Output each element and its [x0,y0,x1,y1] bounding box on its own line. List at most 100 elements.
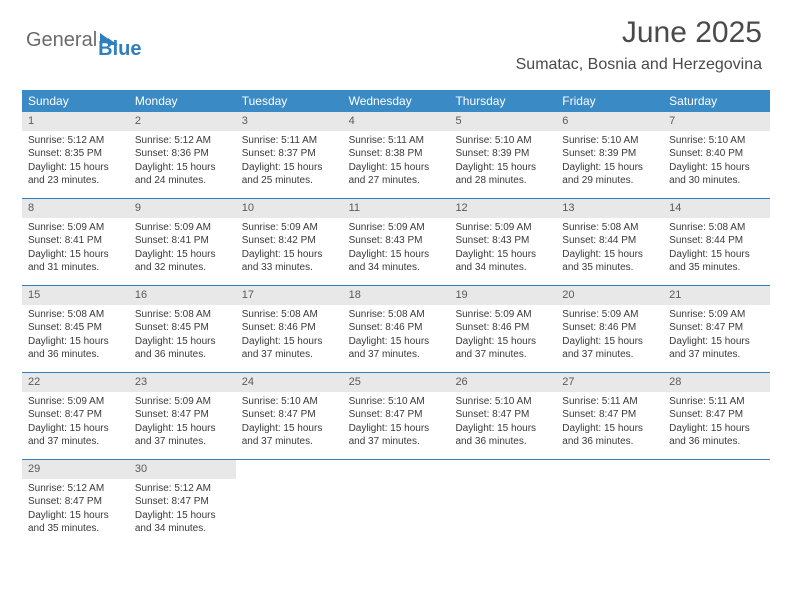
calendar-day-cell: 21 Sunrise: 5:09 AMSunset: 8:47 PMDayligh… [663,286,770,372]
day-number: 14 [663,199,770,218]
weekday-header: Friday [556,90,663,112]
sunset-line: Sunset: 8:47 PM [562,408,657,422]
day-body: Sunrise: 5:12 AMSunset: 8:47 PMDaylight:… [22,482,129,536]
location-label: Sumatac, Bosnia and Herzegovina [516,56,762,74]
calendar-day-cell: 7Sunrise: 5:10 AMSunset: 8:40 PMDaylight… [663,112,770,198]
day-body: Sunrise: 5:10 AMSunset: 8:47 PMDaylight:… [236,395,343,449]
sunrise-line: Sunrise: 5:10 AM [455,395,550,409]
day-number: 7 [663,112,770,131]
daylight-line: Daylight: 15 hours and 33 minutes. [242,248,337,275]
day-body: Sunrise: 5:12 AMSunset: 8:35 PMDaylight:… [22,134,129,188]
day-number: 12 [449,199,556,218]
sunrise-line: Sunrise: 5:11 AM [349,134,444,148]
sunset-line: Sunset: 8:38 PM [349,147,444,161]
daylight-line: Daylight: 15 hours and 37 minutes. [669,335,764,362]
sunset-line: Sunset: 8:45 PM [135,321,230,335]
calendar-week-row: 15Sunrise: 5:08 AMSunset: 8:45 PMDayligh… [22,286,770,373]
day-body: Sunrise: 5:11 AMSunset: 8:47 PMDaylight:… [663,395,770,449]
day-body: Sunrise: 5:09 AMSunset: 8:47 PMDaylight:… [663,308,770,362]
daylight-line: Daylight: 15 hours and 37 minutes. [28,422,123,449]
sunrise-line: Sunrise: 5:09 AM [669,308,764,322]
calendar-week-row: 1Sunrise: 5:12 AMSunset: 8:35 PMDaylight… [22,112,770,199]
sunrise-line: Sunrise: 5:11 AM [562,395,657,409]
sunset-line: Sunset: 8:36 PM [135,147,230,161]
day-body: Sunrise: 5:09 AMSunset: 8:43 PMDaylight:… [449,221,556,275]
calendar-day-cell: 26 Sunrise: 5:10 AMSunset: 8:47 PMDayligh… [449,373,556,459]
daylight-line: Daylight: 15 hours and 23 minutes. [28,161,123,188]
calendar-day-cell [236,460,343,546]
calendar-day-cell [663,460,770,546]
sunrise-line: Sunrise: 5:08 AM [242,308,337,322]
day-number: 26 [449,373,556,392]
daylight-line: Daylight: 15 hours and 31 minutes. [28,248,123,275]
day-body: Sunrise: 5:09 AMSunset: 8:41 PMDaylight:… [129,221,236,275]
logo-text-2: Blue [98,38,141,61]
day-body: Sunrise: 5:08 AMSunset: 8:44 PMDaylight:… [556,221,663,275]
day-body: Sunrise: 5:09 AMSunset: 8:42 PMDaylight:… [236,221,343,275]
sunrise-line: Sunrise: 5:10 AM [669,134,764,148]
sunset-line: Sunset: 8:41 PM [135,234,230,248]
sunset-line: Sunset: 8:47 PM [28,408,123,422]
calendar-day-cell: 16Sunrise: 5:08 AMSunset: 8:45 PMDayligh… [129,286,236,372]
day-body: Sunrise: 5:12 AMSunset: 8:47 PMDaylight:… [129,482,236,536]
day-number: 3 [236,112,343,131]
sunset-line: Sunset: 8:46 PM [562,321,657,335]
calendar-day-cell: 17Sunrise: 5:08 AMSunset: 8:46 PMDayligh… [236,286,343,372]
sunrise-line: Sunrise: 5:11 AM [669,395,764,409]
day-body: Sunrise: 5:09 AMSunset: 8:47 PMDaylight:… [129,395,236,449]
calendar-day-cell: 18Sunrise: 5:08 AMSunset: 8:46 PMDayligh… [343,286,450,372]
logo-text-1: General [26,29,97,52]
daylight-line: Daylight: 15 hours and 37 minutes. [562,335,657,362]
sunset-line: Sunset: 8:47 PM [135,408,230,422]
day-body: Sunrise: 5:11 AMSunset: 8:37 PMDaylight:… [236,134,343,188]
day-body: Sunrise: 5:08 AMSunset: 8:46 PMDaylight:… [236,308,343,362]
daylight-line: Daylight: 15 hours and 30 minutes. [669,161,764,188]
sunrise-line: Sunrise: 5:08 AM [135,308,230,322]
day-number: 18 [343,286,450,305]
day-number: 5 [449,112,556,131]
sunset-line: Sunset: 8:47 PM [28,495,123,509]
daylight-line: Daylight: 15 hours and 36 minutes. [562,422,657,449]
sunrise-line: Sunrise: 5:08 AM [28,308,123,322]
calendar-day-cell: 24Sunrise: 5:10 AMSunset: 8:47 PMDayligh… [236,373,343,459]
daylight-line: Daylight: 15 hours and 35 minutes. [669,248,764,275]
sunset-line: Sunset: 8:47 PM [135,495,230,509]
calendar-day-cell: 27Sunrise: 5:11 AMSunset: 8:47 PMDayligh… [556,373,663,459]
day-body: Sunrise: 5:08 AMSunset: 8:45 PMDaylight:… [22,308,129,362]
sunrise-line: Sunrise: 5:09 AM [242,221,337,235]
sunset-line: Sunset: 8:47 PM [669,408,764,422]
sunset-line: Sunset: 8:43 PM [349,234,444,248]
daylight-line: Daylight: 15 hours and 27 minutes. [349,161,444,188]
sunset-line: Sunset: 8:39 PM [455,147,550,161]
day-number: 13 [556,199,663,218]
daylight-line: Daylight: 15 hours and 35 minutes. [562,248,657,275]
day-body: Sunrise: 5:10 AMSunset: 8:39 PMDaylight:… [556,134,663,188]
day-body: Sunrise: 5:09 AMSunset: 8:47 PMDaylight:… [22,395,129,449]
day-number: 25 [343,373,450,392]
day-body: Sunrise: 5:08 AMSunset: 8:44 PMDaylight:… [663,221,770,275]
sunrise-line: Sunrise: 5:09 AM [28,395,123,409]
calendar-week-row: 8Sunrise: 5:09 AMSunset: 8:41 PMDaylight… [22,199,770,286]
sunrise-line: Sunrise: 5:09 AM [28,221,123,235]
day-body: Sunrise: 5:09 AMSunset: 8:41 PMDaylight:… [22,221,129,275]
calendar-day-cell: 25Sunrise: 5:10 AMSunset: 8:47 PMDayligh… [343,373,450,459]
sunset-line: Sunset: 8:39 PM [562,147,657,161]
sunrise-line: Sunrise: 5:09 AM [135,221,230,235]
sunset-line: Sunset: 8:42 PM [242,234,337,248]
calendar-day-cell: 6Sunrise: 5:10 AMSunset: 8:39 PMDaylight… [556,112,663,198]
daylight-line: Daylight: 15 hours and 28 minutes. [455,161,550,188]
day-number: 10 [236,199,343,218]
sunrise-line: Sunrise: 5:10 AM [242,395,337,409]
day-number: 4 [343,112,450,131]
day-number: 28 [663,373,770,392]
sunset-line: Sunset: 8:47 PM [455,408,550,422]
day-number: 16 [129,286,236,305]
calendar-day-cell: 29Sunrise: 5:12 AMSunset: 8:47 PMDayligh… [22,460,129,546]
day-number: 21 [663,286,770,305]
day-body: Sunrise: 5:09 AMSunset: 8:46 PMDaylight:… [556,308,663,362]
day-number: 30 [129,460,236,479]
calendar-body: 1Sunrise: 5:12 AMSunset: 8:35 PMDaylight… [22,112,770,546]
calendar-day-cell: 28 Sunrise: 5:11 AMSunset: 8:47 PMDayligh… [663,373,770,459]
sunrise-line: Sunrise: 5:12 AM [28,134,123,148]
daylight-line: Daylight: 15 hours and 36 minutes. [455,422,550,449]
